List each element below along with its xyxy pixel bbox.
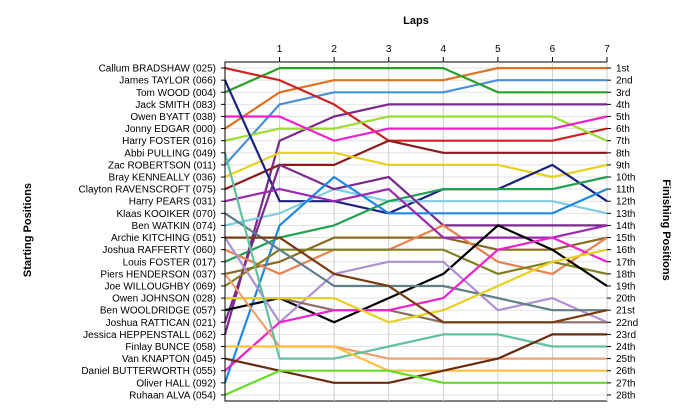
finishing-position-label: 5th (616, 112, 630, 123)
series-line (224, 369, 607, 396)
finishing-position-label: 6th (616, 124, 630, 135)
finishing-position-label: 7th (616, 136, 630, 147)
finishing-position-label: 18th (616, 269, 635, 280)
x-tick-label: 3 (386, 44, 392, 55)
finishing-position-label: 22nd (616, 318, 638, 329)
starting-driver-label: Zac ROBERTSON (011) (108, 160, 216, 171)
starting-driver-label: Harry FOSTER (016) (122, 136, 216, 147)
starting-driver-label: Owen JOHNSON (028) (112, 294, 216, 305)
series-line (223, 152, 607, 360)
series-line (224, 175, 608, 263)
starting-driver-label: Louis FOSTER (017) (123, 257, 216, 268)
starting-driver-label: Archie KITCHING (051) (111, 233, 216, 244)
starting-driver-label: Finlay BUNCE (058) (125, 342, 216, 353)
y-axis-label-right: Finishing Positions (660, 179, 672, 280)
series-line (224, 66, 607, 94)
finishing-position-label: 19th (616, 281, 635, 292)
starting-driver-label: Jack SMITH (083) (135, 100, 216, 111)
y-axis-label-left: Starting Positions (22, 183, 34, 277)
finishing-position-label: 28th (616, 390, 635, 401)
plot-frame (224, 61, 608, 402)
starting-driver-label: Joshua RATTICAN (021) (106, 318, 216, 329)
finishing-position-label: 14th (616, 221, 635, 232)
finishing-position-label: 23rd (616, 330, 636, 341)
starting-driver-label: Harry PEARS (031) (129, 197, 216, 208)
x-tick-label: 2 (331, 44, 337, 55)
finishing-position-label: 4th (616, 100, 630, 111)
series-line (224, 188, 608, 239)
starting-driver-label: Van KNAPTON (045) (122, 354, 216, 365)
series-line (224, 248, 608, 287)
finishing-position-label: 13th (616, 209, 635, 220)
starting-driver-label: Tom WOOD (004) (136, 88, 216, 99)
series-line (224, 224, 608, 275)
starting-driver-label: James TAYLOR (066) (119, 76, 216, 87)
starting-driver-label: Callum BRADSHAW (025) (99, 64, 216, 75)
starting-driver-label: Oliver HALL (092) (136, 378, 216, 389)
starting-driver-label: Ben WATKIN (074) (132, 221, 216, 232)
finishing-position-label: 21st (616, 306, 635, 317)
starting-driver-label: Ruhaan ALVA (054) (129, 390, 216, 401)
series-line (225, 236, 608, 324)
finishing-position-label: 1st (616, 64, 630, 75)
finishing-position-label: 15th (616, 233, 635, 244)
finishing-position-label: 9th (616, 160, 630, 171)
starting-driver-label: Owen BYATT (038) (130, 112, 216, 123)
starting-driver-label: Bray KENNEALLY (036) (109, 173, 216, 184)
finishing-position-label: 27th (616, 378, 635, 389)
finishing-position-label: 10th (616, 173, 635, 184)
series-line (224, 212, 607, 312)
x-tick-label: 4 (441, 44, 447, 55)
starting-driver-label: Daniel BUTTERWORTH (055) (81, 366, 216, 377)
series-line (224, 66, 607, 130)
finishing-position-label: 25th (616, 354, 635, 365)
series-line (224, 67, 608, 142)
series-line (225, 345, 607, 372)
series-line (225, 248, 608, 324)
series-line (224, 237, 608, 324)
starting-driver-label: Jonny EDGAR (000) (125, 124, 216, 135)
starting-driver-label: Piers HENDERSON (037) (100, 269, 216, 280)
finishing-position-label: 24th (616, 342, 635, 353)
starting-driver-label: Klaas KOOIKER (070) (117, 209, 216, 220)
finishing-position-label: 11th (616, 185, 635, 196)
starting-driver-label: Abbi PULLING (049) (124, 148, 216, 159)
x-tick-label: 1 (277, 44, 283, 55)
x-tick-label: 5 (495, 44, 501, 55)
finishing-position-label: 20th (616, 294, 635, 305)
series-line (223, 103, 607, 335)
chart-title: Laps (403, 15, 429, 27)
series-line (224, 151, 608, 179)
starting-driver-label: Jessica HEPPENSTALL (062) (83, 330, 216, 341)
series-line (224, 139, 607, 191)
series-line (224, 115, 608, 142)
finishing-position-label: 3rd (616, 88, 630, 99)
finishing-position-label: 2nd (616, 76, 633, 87)
plot-area: 1 2 3 4 5 6 7 Callum BRADSHAW (025)James TAYLOR… (79, 44, 638, 402)
series-line (225, 115, 608, 142)
finishing-position-label: 17th (616, 257, 635, 268)
starting-driver-label: Joshua RAFFERTY (060) (102, 245, 216, 256)
finishing-position-label: 12th (616, 197, 635, 208)
series-line (224, 79, 607, 166)
starting-driver-label: Joe WILLOUGHBY (069) (104, 281, 216, 292)
finishing-position-label: 26th (616, 366, 635, 377)
x-tick-label: 6 (550, 44, 556, 55)
finishing-position-label: 16th (616, 245, 635, 256)
x-tick-label: 7 (604, 44, 610, 55)
series-line (223, 163, 607, 323)
starting-driver-label: Clayton RAVENSCROFT (075) (79, 185, 216, 196)
finishing-position-label: 8th (616, 148, 630, 159)
starting-driver-label: Ben WOOLDRIDGE (057) (100, 306, 216, 317)
